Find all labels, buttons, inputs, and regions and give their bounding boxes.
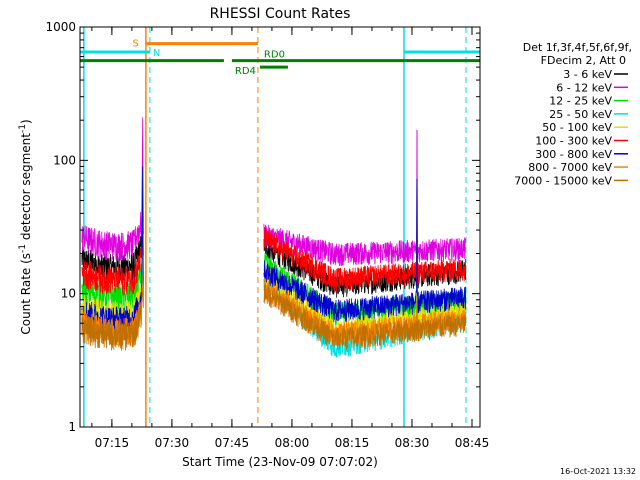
series-trace-pre <box>81 288 144 351</box>
legend-entry-label: 3 - 6 keV <box>563 68 612 81</box>
y-tick-label: 100 <box>53 153 76 167</box>
y-tick-label: 10 <box>61 287 76 301</box>
legend-entry-label: 800 - 7000 keV <box>528 161 612 174</box>
legend-header-line-1: Det 1f,3f,4f,5f,6f,9f, <box>523 41 632 54</box>
legend-entry-label: 50 - 100 keV <box>542 121 612 134</box>
y-axis-ticks: 1 10 100 1000 <box>45 20 480 434</box>
x-tick-label: 08:45 <box>455 436 490 450</box>
x-tick-label: 08:00 <box>275 436 310 450</box>
y-tick-label: 1000 <box>45 20 76 34</box>
legend-entry-label: 12 - 25 keV <box>549 95 612 108</box>
series-trace-post <box>263 129 467 267</box>
series-trace-post <box>263 179 467 323</box>
legend-entry-label: 300 - 800 keV <box>535 148 612 161</box>
x-tick-label: 07:30 <box>155 436 190 450</box>
legend-entry-label: 7000 - 15000 keV <box>514 174 612 187</box>
legend-entry-label: 100 - 300 keV <box>535 135 612 148</box>
rd4-flag-label: RD4 <box>235 66 256 77</box>
series-traces <box>81 117 467 358</box>
x-tick-label: 08:15 <box>335 436 370 450</box>
x-tick-label: 07:45 <box>215 436 250 450</box>
rd0-flag-label: RD0 <box>264 50 285 61</box>
series-trace-pre <box>81 117 144 262</box>
series-trace-pre <box>81 206 144 296</box>
legend-header-line-2: FDecim 2, Att 0 <box>541 54 626 67</box>
x-tick-label: 07:15 <box>95 436 130 450</box>
x-axis-label: Start Time (23-Nov-09 07:07:02) <box>182 455 378 469</box>
legend-entry-label: 25 - 50 keV <box>549 108 612 121</box>
instrument-flag-bands: S N RD0 RD4 <box>80 27 480 427</box>
x-tick-label: 08:30 <box>395 436 430 450</box>
series-trace-pre <box>81 173 144 313</box>
series-trace-pre <box>81 166 144 284</box>
plot-frame <box>79 26 481 428</box>
legend: Det 1f,3f,4f,5f,6f,9f, FDecim 2, Att 0 3… <box>514 41 632 187</box>
y-tick-label: 1 <box>68 420 76 434</box>
series-trace-post <box>263 219 467 292</box>
series-trace-post <box>263 179 467 298</box>
night-flag-label: N <box>153 48 160 59</box>
x-axis-ticks: 07:15 07:30 07:45 08:00 08:15 08:30 08:45 <box>91 27 490 450</box>
chart-title: RHESSI Count Rates <box>210 6 351 22</box>
y-axis-label: Count Rate (s-1 detector segment-1) <box>18 119 33 334</box>
legend-entry-label: 6 - 12 keV <box>556 81 612 94</box>
saa-flag-label: S <box>133 39 139 50</box>
plot-timestamp: 16-Oct-2021 13:32 <box>560 467 636 476</box>
series-trace-post <box>263 283 467 350</box>
